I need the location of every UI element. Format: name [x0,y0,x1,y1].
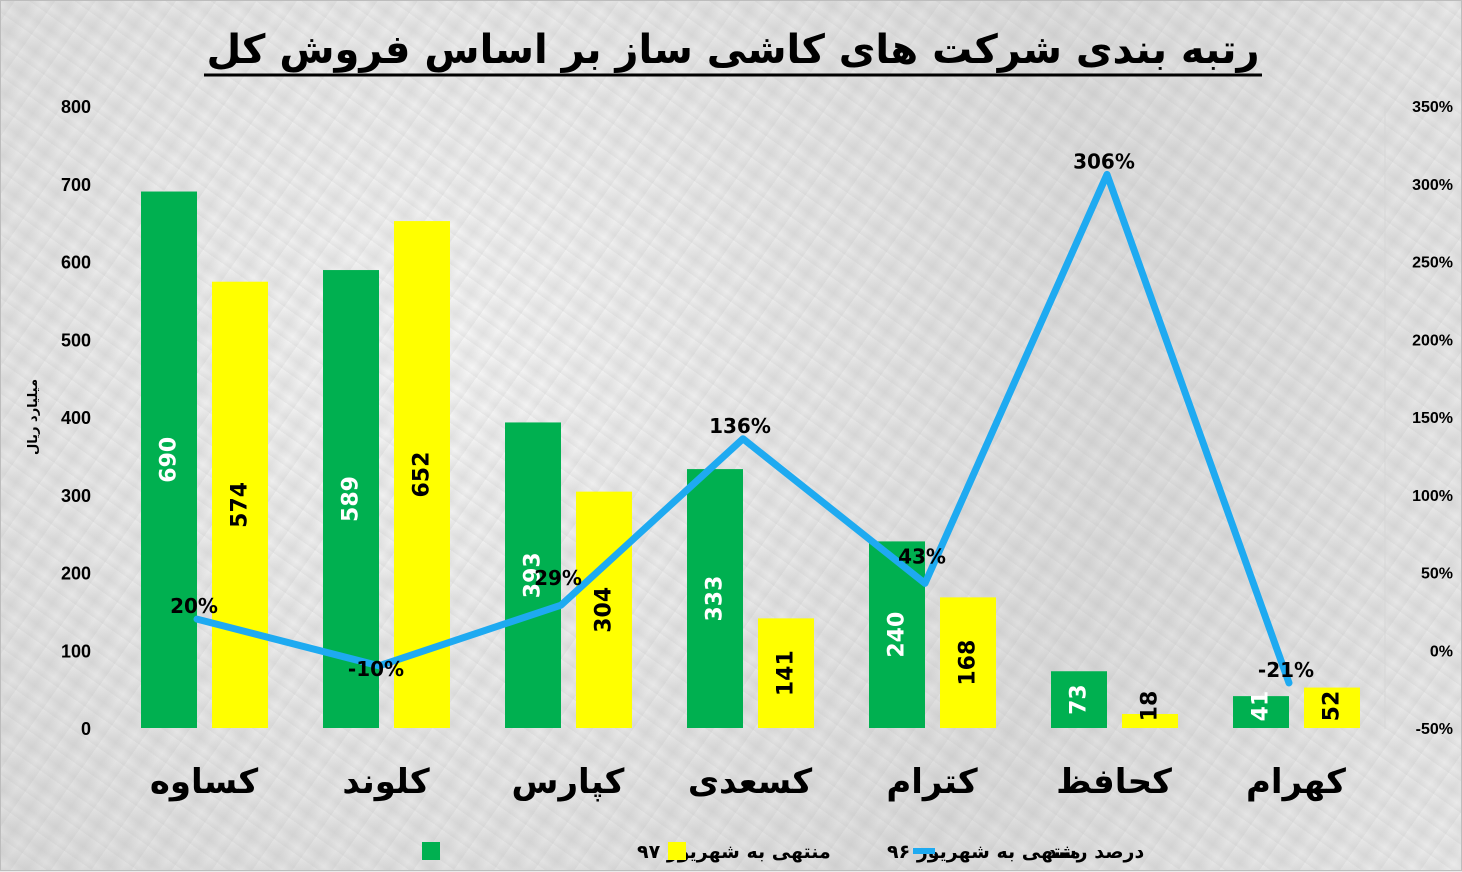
category-label: کپارس [512,762,625,802]
y-tick-label: 0 [81,719,91,739]
y2-tick-label: 100% [1412,488,1453,505]
legend-swatch [422,842,440,860]
growth-point-label: 306% [1073,149,1135,173]
category-label: کسعدی [688,762,813,802]
y2-tick-label: 0% [1430,643,1453,660]
bar-96 [758,618,814,728]
bar-value-label: 690 [157,437,182,483]
category-label: کترام [886,762,978,802]
y2-tick-label: 50% [1421,566,1453,583]
bar-96 [1122,714,1178,728]
legend-swatch [668,842,686,860]
y-tick-label: 800 [61,97,91,117]
bar-value-label: 652 [410,452,435,498]
category-labels: کساوه کلوند کپارس کسعدی کترام کحافظ کهرام [150,762,1346,802]
legend: منتهی به شهریور ۹۷ منتهی به شهریور ۹۶درصد… [422,841,1144,863]
y2-tick-label: 350% [1412,99,1453,116]
y2-tick-label: 200% [1412,332,1453,349]
bar-96 [212,281,268,728]
growth-point-label: 136% [709,414,771,438]
legend-label: منتهی به شهریور ۹۷ [637,841,831,863]
y2-tick-label: -50% [1416,721,1453,738]
bar-value-label: 574 [228,482,253,528]
bar-value-label: 168 [956,640,981,686]
y-tick-label: 100 [61,641,91,661]
growth-point-label: -21% [1258,658,1314,682]
bar-value-label: 393 [521,552,546,598]
y-tick-label: 500 [61,330,91,350]
category-label: کلوند [342,762,430,802]
y2-tick-label: 250% [1412,255,1453,272]
bar-value-label: 240 [885,612,910,658]
category-label: کحافظ [1056,762,1172,802]
category-label: کساوه [150,762,259,802]
bars-group [141,191,1360,728]
bar-value-label: 41 [1249,691,1274,722]
y2-axis-ticks: -50% 0% 50% 100% 150% 200% 250% 300% 350% [1412,99,1453,738]
bar-value-label: 141 [774,650,799,696]
bar-value-label: 304 [592,587,617,633]
y2-tick-label: 150% [1412,410,1453,427]
growth-point-label: 29% [534,566,582,590]
category-label: کهرام [1246,762,1346,802]
bar-96 [1304,687,1360,728]
bar-97 [1233,696,1289,728]
bar-value-label: 52 [1320,691,1345,722]
y2-tick-label: 300% [1412,177,1453,194]
y-axis-ticks: 0 100 200 300 400 500 600 700 800 [61,97,91,739]
y-tick-label: 200 [61,564,91,584]
bar-96 [576,491,632,728]
y-tick-label: 600 [61,253,91,273]
bar-value-label: 333 [703,576,728,622]
bar-97 [141,191,197,728]
bar-97 [687,469,743,728]
bar-96 [940,597,996,728]
chart-title: رتبه بندی شرکت های کاشی ساز بر اساس فروش… [206,27,1259,73]
legend-label: منتهی به شهریور ۹۶ [887,841,1081,863]
growth-point-label: -10% [348,657,404,681]
growth-line [193,170,1293,687]
bar-value-label: 589 [339,476,364,522]
growth-line-group: 20% -10% 29% 136% 43% 306% -21% [170,149,1314,687]
legend-label: درصد رشد [1047,841,1144,863]
y-tick-label: 700 [61,175,91,195]
bar-labels-group: 690 574 589 652 393 304 333 141 240 168 73 18 41 52 [157,437,1345,722]
bar-97 [1051,671,1107,728]
bar-value-label: 73 [1067,684,1092,715]
growth-point-label: 20% [170,594,218,618]
bar-value-label: 18 [1138,691,1163,722]
y-tick-label: 300 [61,486,91,506]
y-axis-label: میلیارد ریال [26,379,41,455]
bar-97 [505,422,561,728]
growth-point-label: 43% [898,544,946,568]
y-tick-label: 400 [61,408,91,428]
